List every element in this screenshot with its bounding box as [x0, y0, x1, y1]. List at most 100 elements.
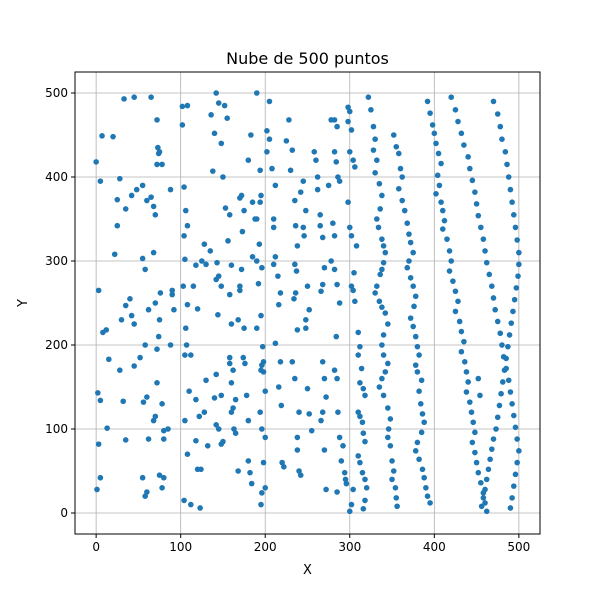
scatter-point — [504, 161, 510, 168]
scatter-point — [248, 480, 255, 487]
scatter-point — [248, 132, 254, 138]
scatter-point — [355, 329, 362, 336]
scatter-point — [362, 497, 368, 504]
scatter-point — [277, 290, 284, 296]
scatter-point — [253, 258, 260, 264]
scatter-point — [160, 474, 167, 481]
scatter-point — [152, 413, 159, 420]
scatter-point — [264, 128, 270, 134]
scatter-point — [95, 390, 101, 396]
scatter-point — [110, 133, 116, 140]
scatter-point — [444, 236, 450, 242]
scatter-point — [346, 149, 353, 155]
scatter-point — [410, 283, 416, 290]
scatter-point — [485, 466, 492, 473]
scatter-point — [472, 449, 478, 456]
scatter-point — [257, 199, 263, 205]
scatter-point — [396, 185, 402, 192]
scatter-point — [341, 469, 348, 476]
scatter-point — [412, 362, 419, 368]
scatter-point — [292, 375, 298, 382]
scatter-point — [255, 280, 262, 287]
scatter-point — [182, 352, 188, 358]
scatter-point — [505, 343, 511, 350]
scatter-point — [266, 98, 273, 105]
scatter-point — [333, 333, 340, 340]
x-tick-label: 200 — [254, 540, 277, 554]
scatter-point — [346, 224, 353, 231]
scatter-point — [142, 266, 148, 273]
scatter-point — [360, 430, 367, 437]
scatter-point — [286, 117, 292, 123]
scatter-point — [376, 298, 383, 305]
scatter-point — [292, 222, 299, 229]
scatter-point — [355, 409, 362, 416]
scatter-point — [297, 472, 304, 479]
scatter-point — [260, 459, 267, 466]
scatter-point — [336, 178, 343, 184]
scatter-point — [292, 290, 299, 296]
scatter-point — [266, 136, 273, 142]
scatter-point — [258, 367, 264, 374]
scatter-point — [194, 306, 201, 312]
scatter-point — [390, 468, 397, 474]
y-tick-label: 200 — [45, 338, 68, 352]
scatter-point — [516, 448, 522, 454]
scatter-point — [427, 500, 433, 506]
scatter-point — [496, 402, 503, 409]
scatter-point — [380, 243, 387, 249]
scatter-point — [345, 199, 351, 205]
scatter-point — [283, 138, 290, 144]
scatter-point — [114, 222, 121, 229]
scatter-point — [507, 505, 514, 511]
scatter-point — [182, 417, 188, 424]
scatter-point — [182, 325, 189, 332]
scatter-point — [374, 283, 380, 290]
scatter-point — [467, 399, 473, 405]
scatter-point — [350, 287, 356, 294]
scatter-point — [345, 104, 351, 111]
scatter-point — [193, 396, 199, 403]
y-tick-label: 500 — [45, 86, 68, 100]
scatter-point — [351, 269, 357, 276]
scatter-point — [257, 167, 263, 174]
scatter-point — [213, 90, 219, 96]
scatter-point — [490, 98, 497, 105]
scatter-point — [514, 436, 520, 442]
scatter-point — [272, 182, 279, 189]
scatter-point — [446, 268, 453, 274]
scatter-point — [269, 165, 275, 172]
scatter-point — [201, 409, 208, 416]
scatter-point — [475, 212, 482, 219]
scatter-point — [505, 174, 512, 180]
scatter-point — [483, 508, 490, 515]
scatter-point — [411, 303, 417, 310]
scatter-point — [131, 363, 137, 369]
scatter-point — [208, 112, 214, 118]
scatter-point — [311, 149, 318, 155]
scatter-point — [210, 168, 216, 174]
scatter-point — [358, 365, 365, 372]
scatter-point — [186, 388, 192, 395]
scatter-point — [468, 409, 475, 416]
scatter-point — [306, 306, 312, 313]
scatter-point — [167, 342, 174, 348]
scatter-point — [507, 389, 514, 395]
scatter-point — [292, 261, 298, 268]
scatter-point — [188, 352, 194, 358]
scatter-point — [239, 228, 246, 235]
scatter-point — [492, 306, 498, 313]
scatter-point — [362, 476, 368, 483]
scatter-point — [184, 102, 191, 109]
scatter-point — [154, 161, 160, 168]
scatter-point — [387, 416, 394, 422]
scatter-point — [314, 174, 321, 180]
scatter-point — [114, 196, 121, 203]
scatter-point — [490, 295, 497, 301]
scatter-point — [262, 388, 269, 395]
scatter-point — [416, 352, 422, 358]
scatter-point — [253, 325, 260, 332]
scatter-point — [407, 315, 414, 321]
scatter-point — [262, 485, 269, 491]
